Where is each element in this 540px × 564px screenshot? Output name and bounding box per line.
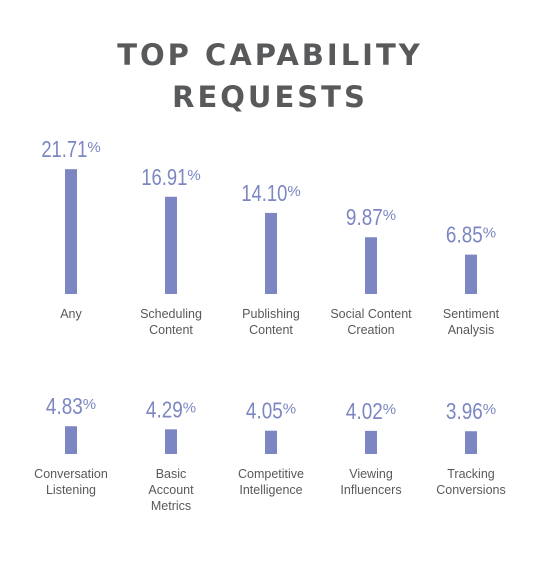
category-label: Listening [46, 483, 96, 497]
data-label: 14.10% [241, 180, 300, 206]
data-label: 4.83% [46, 393, 96, 419]
bar [465, 431, 477, 454]
category-label: Competitive [238, 467, 304, 481]
category-label: Tracking [447, 467, 495, 481]
category-label: Any [60, 307, 82, 321]
bar [365, 237, 377, 294]
data-label: 16.91% [141, 164, 200, 190]
bar [65, 169, 77, 294]
data-label: 4.02% [346, 398, 396, 424]
bar [165, 196, 177, 294]
category-label: Analysis [448, 323, 495, 337]
bar [465, 254, 477, 294]
category-label: Scheduling [140, 307, 202, 321]
category-label: Metrics [151, 499, 191, 513]
category-label: Intelligence [239, 483, 302, 497]
chart-title: TOP CAPABILITY REQUESTS [0, 34, 540, 118]
category-label: Publishing [242, 307, 300, 321]
chart-title-line-2: REQUESTS [172, 80, 368, 114]
data-label: 6.85% [446, 222, 496, 248]
bar [165, 429, 177, 454]
bar [65, 426, 77, 454]
data-label: 9.87% [346, 204, 396, 230]
data-label: 21.71% [41, 136, 100, 162]
category-label: Creation [347, 323, 394, 337]
category-label: Content [149, 323, 193, 337]
category-label: Conversation [34, 467, 108, 481]
data-label: 4.05% [246, 398, 296, 424]
data-label: 4.29% [146, 396, 196, 422]
category-label: Viewing [349, 467, 393, 481]
bar [365, 430, 377, 454]
category-label: Influencers [340, 483, 401, 497]
category-label: Sentiment [443, 307, 500, 321]
category-label: Content [249, 323, 293, 337]
data-label: 3.96% [446, 398, 496, 424]
bar [265, 212, 277, 294]
category-label: Social Content [330, 307, 412, 321]
bar [265, 430, 277, 454]
category-label: Basic [156, 467, 187, 481]
category-label: Conversions [436, 483, 505, 497]
chart-title-line-1: TOP CAPABILITY [117, 38, 423, 72]
category-label: Account [148, 483, 194, 497]
